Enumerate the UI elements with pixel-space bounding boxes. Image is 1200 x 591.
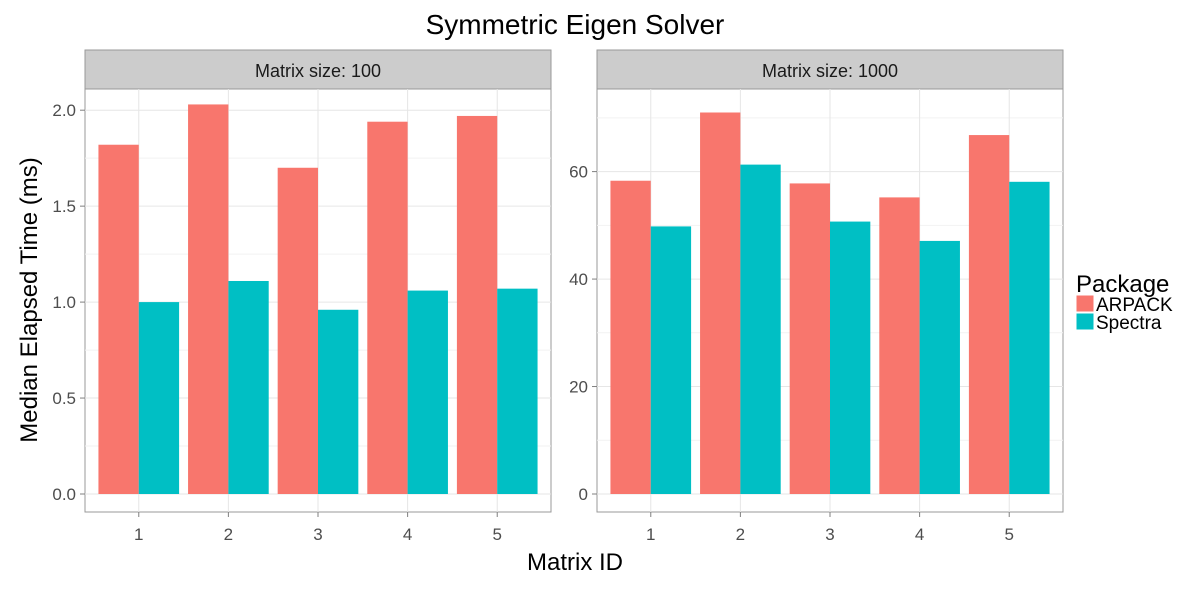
bar-arpack-5: [968, 135, 1010, 494]
x-tick-label: 1: [134, 525, 143, 544]
x-tick-label: 5: [1004, 525, 1013, 544]
bar-arpack-5: [456, 115, 498, 494]
bars-0: [98, 104, 538, 494]
bar-arpack-2: [188, 104, 229, 494]
y-tick-label: 1.0: [52, 293, 76, 312]
y-tick-label: 0.0: [52, 485, 76, 504]
facet-strip-label-0: Matrix size: 100: [255, 61, 381, 81]
legend-label-arpack: ARPACK: [1096, 295, 1173, 316]
bar-spectra-4: [407, 290, 448, 494]
x-tick-label: 1: [646, 525, 655, 544]
y-ticks-0: 0.0 0.5 1.0 1.5 2.0: [52, 101, 85, 504]
bar-arpack-4: [879, 197, 920, 494]
legend-key-spectra: [1075, 312, 1095, 331]
y-tick-label: 0: [579, 485, 588, 504]
bar-arpack-2: [700, 112, 741, 494]
x-ticks-1: 1 2 3 4 5: [646, 512, 1014, 544]
legend-title: Package: [1076, 271, 1169, 298]
y-tick-label: 1.5: [52, 197, 76, 216]
facet-strip-label-1: Matrix size: 1000: [762, 61, 898, 81]
x-tick-label: 4: [403, 525, 412, 544]
bar-spectra-2: [740, 164, 781, 494]
x-tick-label: 3: [825, 525, 834, 544]
y-tick-label: 2.0: [52, 101, 76, 120]
x-ticks-0: 1 2 3 4 5: [134, 512, 502, 544]
bar-spectra-1: [138, 302, 180, 494]
facet-strip-1: [596, 49, 1064, 90]
bar-spectra-5: [497, 288, 538, 494]
bars-1: [610, 112, 1050, 494]
legend: Package ARPACK Spectra: [1075, 271, 1173, 334]
y-tick-label: 20: [569, 378, 588, 397]
y-axis-label: Median Elapsed Time (ms): [16, 157, 43, 442]
bar-spectra-3: [318, 309, 359, 494]
facet-strip-0: [84, 49, 552, 90]
bar-spectra-2: [228, 280, 269, 494]
bar-arpack-1: [98, 144, 139, 494]
bar-spectra-4: [919, 240, 960, 494]
bar-arpack-3: [789, 183, 830, 494]
bar-spectra-5: [1009, 181, 1050, 494]
bar-arpack-3: [277, 167, 318, 494]
legend-key-arpack: [1075, 294, 1095, 313]
x-tick-label: 2: [736, 525, 745, 544]
y-tick-label: 60: [569, 163, 588, 182]
bar-spectra-1: [650, 226, 692, 494]
bar-arpack-4: [367, 121, 408, 494]
x-tick-label: 3: [313, 525, 322, 544]
chart-title: Symmetric Eigen Solver: [426, 9, 725, 40]
x-tick-label: 2: [224, 525, 233, 544]
bar-spectra-3: [830, 221, 871, 494]
y-tick-label: 0.5: [52, 389, 76, 408]
x-axis-label: Matrix ID: [527, 549, 623, 576]
facet-matrix-size-100: Matrix size: 100 0.0 0.5 1.0 1.5 2.0 1 2 3 4 5: [52, 49, 552, 544]
y-ticks-1: 0 20 40 60: [569, 163, 597, 504]
y-tick-label: 40: [569, 270, 588, 289]
facet-matrix-size-1000: Matrix size: 1000 0 20 40 60 1 2 3 4 5: [569, 49, 1064, 544]
legend-label-spectra: Spectra: [1096, 313, 1162, 334]
x-tick-label: 4: [915, 525, 924, 544]
x-tick-label: 5: [492, 525, 501, 544]
bar-arpack-1: [610, 180, 651, 494]
